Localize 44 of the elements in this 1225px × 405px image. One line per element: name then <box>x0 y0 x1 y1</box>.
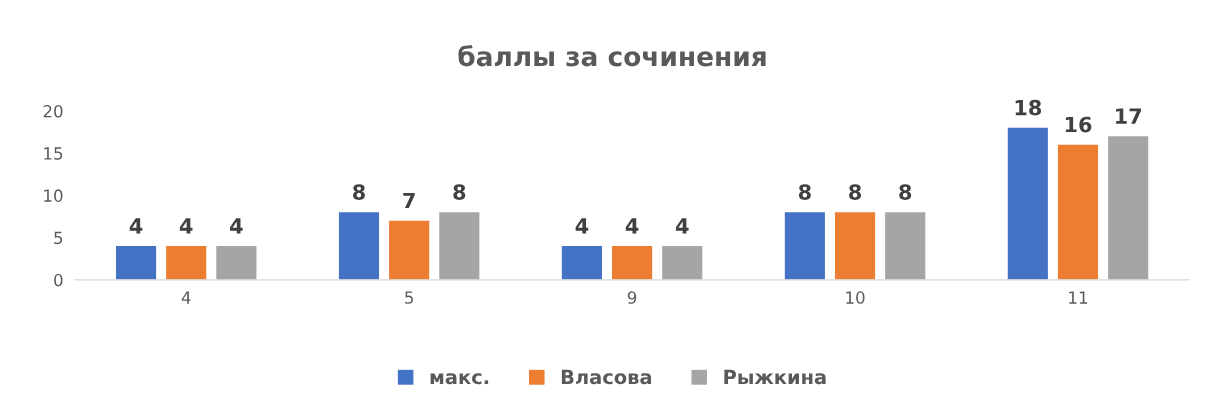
bar <box>1108 136 1149 280</box>
x-tick-label: 5 <box>405 291 413 304</box>
x-tick-label: 10 <box>846 291 865 304</box>
data-label: 8 <box>453 184 466 200</box>
chart-title: баллы за сочинения <box>458 45 766 67</box>
x-tick-label: 4 <box>181 291 191 304</box>
data-label: 8 <box>899 184 912 200</box>
bar <box>1007 127 1048 280</box>
data-label: 18 <box>1015 99 1042 116</box>
data-label: 4 <box>575 218 589 234</box>
y-tick-label: 5 <box>54 231 63 245</box>
data-label: 16 <box>1065 116 1092 133</box>
legend-label: Власова <box>561 369 652 385</box>
bar <box>885 212 926 280</box>
bar <box>338 212 380 280</box>
bar <box>115 246 157 280</box>
data-label: 4 <box>625 218 639 234</box>
legend-label: макс. <box>430 373 489 385</box>
data-label: 8 <box>849 184 862 200</box>
x-tick-label: 9 <box>627 291 637 304</box>
x-tick-label: 11 <box>1069 291 1088 304</box>
data-label: 4 <box>675 218 689 234</box>
data-label: 8 <box>353 184 365 200</box>
y-tick-label: 0 <box>54 273 63 287</box>
bar <box>784 212 825 280</box>
bar <box>389 220 430 280</box>
bar <box>834 212 876 280</box>
bar <box>1057 144 1099 280</box>
bar <box>662 246 703 280</box>
data-label: 8 <box>798 184 811 200</box>
y-tick-label: 10 <box>44 189 63 202</box>
bar <box>439 212 480 280</box>
y-tick-label: 20 <box>43 104 63 118</box>
bar <box>216 246 257 280</box>
y-tick-label: 15 <box>44 147 63 160</box>
bar <box>166 246 207 280</box>
legend-label: Рыжкина <box>724 369 826 385</box>
bar <box>612 246 653 280</box>
data-label: 4 <box>129 218 143 234</box>
data-label: 17 <box>1116 108 1141 124</box>
bar <box>561 246 602 280</box>
data-label: 4 <box>230 218 243 234</box>
data-label: 7 <box>403 192 415 209</box>
data-label: 4 <box>179 218 193 234</box>
